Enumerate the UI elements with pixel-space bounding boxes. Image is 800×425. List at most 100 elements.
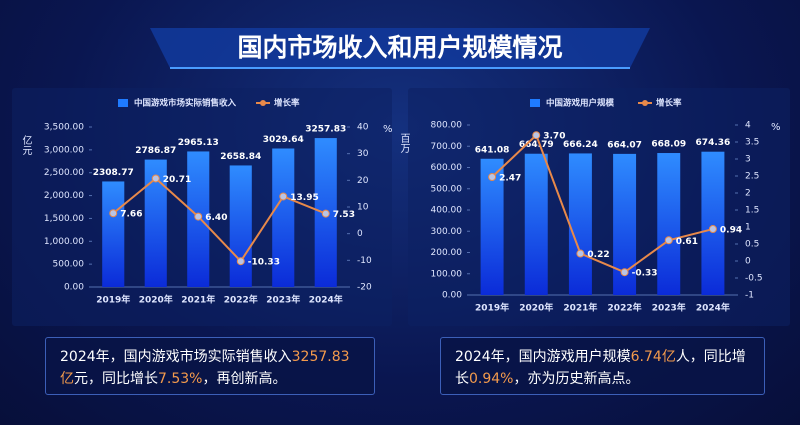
bar-value-label: 3257.83	[305, 125, 346, 135]
bar	[657, 153, 681, 295]
summary-note: 2024年，国内游戏用户规模6.74亿人，同比增长0.94%，亦为历史新高点。	[440, 337, 765, 395]
y2-tick-label: 40	[357, 123, 369, 133]
bar-value-label: 641.08	[475, 145, 510, 155]
legend-swatch	[118, 99, 128, 107]
y2-tick-label: 2	[745, 189, 751, 199]
x-tick-label: 2024年	[696, 302, 730, 314]
y2-tick-label: -10	[357, 256, 372, 266]
y2-tick-label: 10	[357, 203, 369, 213]
bar-value-label: 3029.64	[263, 135, 304, 145]
line-marker	[708, 225, 717, 234]
bar-value-label: 2786.87	[135, 146, 176, 156]
legend-label: 中国游戏用户规模	[546, 98, 615, 109]
y-tick-label: 200.00	[431, 248, 463, 258]
y2-tick-label: -1	[745, 291, 754, 301]
line-value-label: 0.61	[676, 237, 698, 247]
note-text: 6.74亿	[630, 349, 676, 365]
line-marker	[236, 257, 245, 266]
note-text: 3257.83亿	[60, 349, 350, 387]
y-tick-label: 1,500.00	[44, 214, 84, 224]
bar	[144, 159, 167, 287]
legend-swatch	[642, 100, 648, 106]
y-tick-label: 100.00	[431, 269, 463, 279]
summary-note: 2024年，国内游戏市场实际销售收入3257.83亿元，同比增长7.53%，再创…	[45, 337, 375, 395]
bar-value-label: 2965.13	[178, 138, 219, 148]
bar-value-label: 664.07	[607, 140, 642, 150]
y2-axis-title: %	[771, 122, 781, 133]
y2-tick-label: 2.5	[745, 172, 759, 182]
bar-value-label: 668.09	[651, 140, 686, 150]
note-text: 0.94%	[469, 371, 514, 387]
x-tick-label: 2023年	[266, 294, 300, 306]
line-value-label: 20.71	[163, 175, 191, 185]
bar	[480, 158, 504, 295]
line-value-label: 0.22	[587, 250, 609, 260]
note-text: 2024年，国内游戏用户规模	[455, 349, 631, 365]
line-marker	[109, 209, 118, 218]
y2-tick-label: 0.5	[745, 240, 759, 250]
line-marker	[576, 249, 585, 258]
bar-value-label: 2658.84	[220, 152, 261, 162]
x-tick-label: 2020年	[519, 302, 553, 314]
x-tick-label: 2021年	[563, 302, 597, 314]
line-value-label: 7.66	[120, 210, 142, 220]
y-tick-label: 1,000.00	[44, 237, 84, 247]
y2-tick-label: 30	[357, 149, 369, 159]
x-tick-label: 2024年	[309, 294, 343, 306]
y2-tick-label: 0	[357, 229, 363, 239]
line-value-label: 6.40	[205, 213, 227, 223]
y-axis-title: 亿元	[20, 134, 32, 155]
y2-tick-label: 20	[357, 176, 369, 186]
x-tick-label: 2019年	[96, 294, 130, 306]
line-value-label: 0.94	[720, 226, 742, 236]
legend-swatch	[530, 99, 540, 107]
line-marker	[279, 192, 288, 201]
legend-label: 增长率	[656, 98, 682, 109]
x-tick-label: 2020年	[139, 294, 173, 306]
legend-swatch	[260, 100, 266, 106]
bar	[272, 148, 295, 287]
line	[491, 133, 714, 274]
line	[112, 177, 327, 263]
x-tick-label: 2022年	[608, 302, 642, 314]
y-tick-label: 600.00	[431, 163, 463, 173]
y2-tick-label: 3	[745, 155, 751, 165]
y-tick-label: 2,500.00	[44, 168, 84, 178]
line-value-label: -0.33	[632, 269, 658, 279]
bar-value-label: 2308.77	[93, 168, 134, 178]
y-tick-label: 0.00	[64, 283, 84, 293]
y-tick-label: 700.00	[431, 142, 463, 152]
legend-label: 增长率	[274, 98, 300, 109]
line-value-label: -10.33	[248, 258, 280, 268]
note-text: 2024年，国内游戏市场实际销售收入	[60, 349, 292, 365]
bar	[102, 181, 125, 287]
title-banner	[150, 28, 650, 68]
y-tick-label: 400.00	[431, 206, 463, 216]
line-marker	[488, 173, 497, 182]
line-value-label: 2.47	[499, 174, 521, 184]
legend-label: 中国游戏市场实际销售收入	[134, 98, 237, 109]
y-tick-label: 500.00	[431, 184, 463, 194]
y2-axis-title: %	[383, 124, 393, 135]
y-tick-label: 0.00	[442, 291, 462, 301]
y2-tick-label: 3.5	[745, 138, 759, 148]
page-title: 国内市场收入和用户规模情况	[237, 33, 562, 62]
line-marker	[532, 131, 541, 140]
y2-tick-label: 0	[745, 257, 751, 267]
line-marker	[194, 212, 203, 221]
bar-value-label: 664.79	[519, 140, 554, 150]
bar	[524, 153, 548, 295]
y-tick-label: 3,500.00	[44, 123, 84, 133]
line-marker	[151, 174, 160, 183]
line-value-label: 3.70	[543, 132, 565, 142]
bar	[568, 153, 592, 295]
note-text: 7.53%	[158, 371, 203, 387]
y2-tick-label: 1.5	[745, 206, 759, 216]
y2-tick-label: -20	[357, 283, 372, 293]
note-text: ，亦为历史新高点。	[513, 371, 640, 387]
bar	[613, 153, 637, 295]
note-text: 元，同比增长	[74, 371, 158, 387]
y2-tick-label: 1	[745, 223, 751, 233]
